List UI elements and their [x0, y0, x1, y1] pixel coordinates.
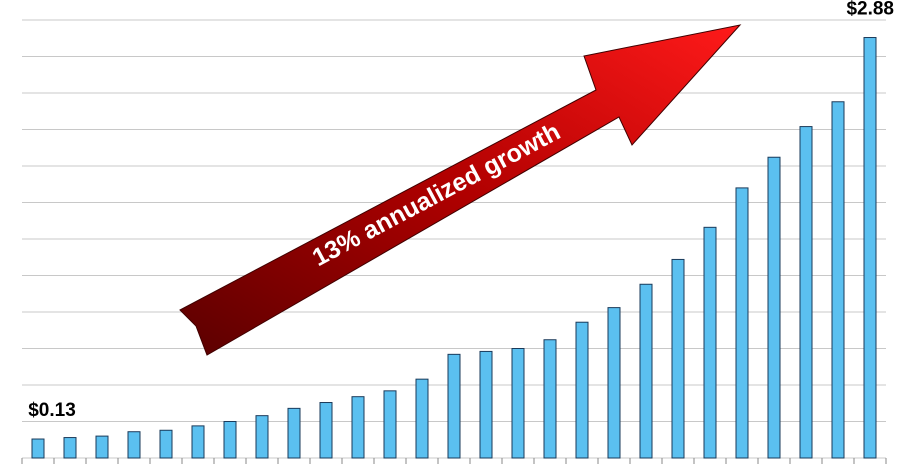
bar: [543, 339, 557, 459]
bar: [639, 283, 653, 459]
bar: [511, 348, 525, 459]
bar: [447, 353, 461, 459]
bar: [159, 429, 173, 459]
annotation: 13% annualized growth: [308, 118, 565, 273]
bars: $0.13 $2.88: [28, 0, 894, 459]
value-label: $2.88: [846, 0, 894, 20]
value-label: $0.13: [28, 400, 76, 421]
bar: [703, 226, 717, 459]
bar: [799, 126, 813, 459]
bar: [735, 187, 749, 459]
bar: [319, 402, 333, 459]
bar: [287, 407, 301, 459]
bar: [191, 425, 205, 459]
bar: [863, 37, 877, 459]
bar: [671, 258, 685, 459]
bar: [95, 435, 109, 459]
bar: [31, 438, 45, 459]
bar: [607, 307, 621, 459]
grid: [21, 19, 887, 464]
bar: [127, 431, 141, 459]
bar: [351, 396, 365, 459]
bar: [415, 378, 429, 459]
bar: [63, 437, 77, 459]
growth-arrow: [179, 24, 742, 356]
bar: [479, 350, 493, 459]
bar: [255, 415, 269, 459]
bar: [575, 321, 589, 459]
bar: [383, 390, 397, 459]
bar: [223, 421, 237, 459]
bar: [831, 101, 845, 459]
bar: [767, 156, 781, 459]
